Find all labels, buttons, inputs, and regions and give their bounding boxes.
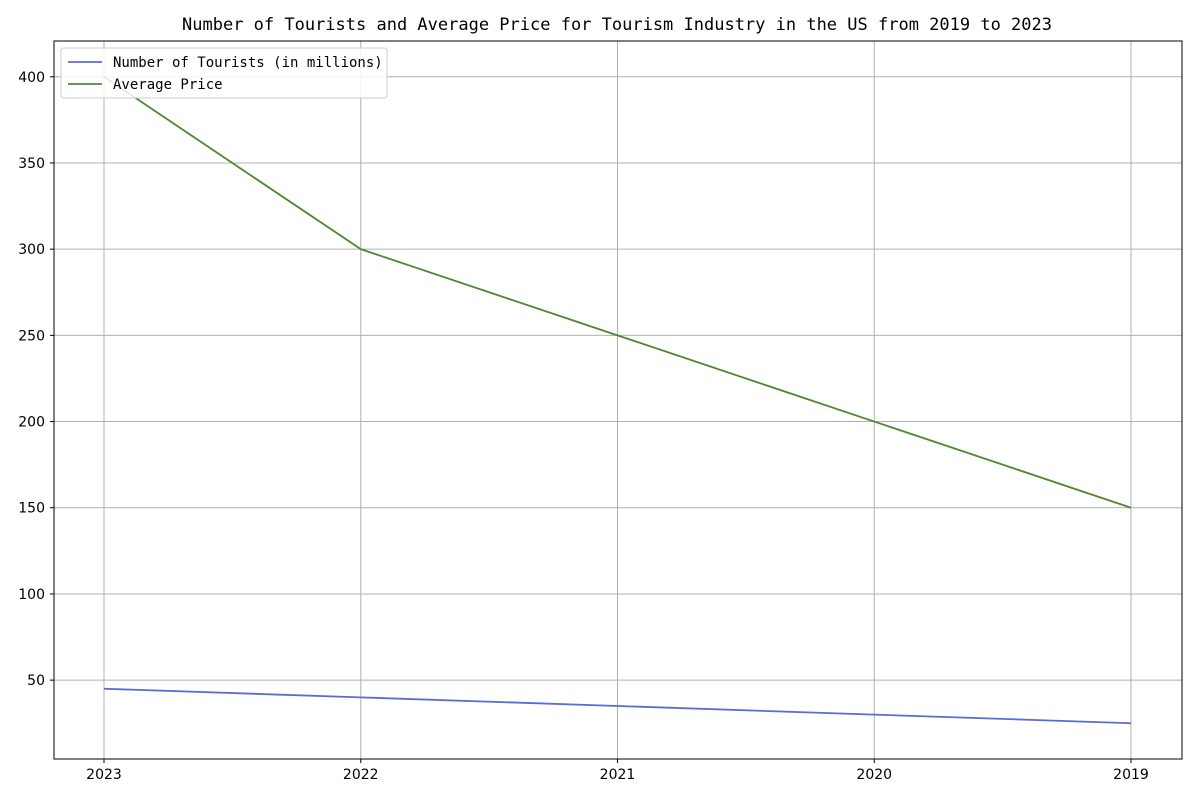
x-tick-label: 2019 [1113,767,1149,783]
legend-label: Average Price [113,77,223,93]
x-tick-label: 2023 [86,767,122,783]
chart-title: Number of Tourists and Average Price for… [182,15,1052,35]
x-tick-label: 2021 [600,767,636,783]
legend-box [60,47,388,99]
y-tick-label: 300 [18,242,45,258]
y-tick-label: 150 [18,501,45,517]
grid [54,41,1182,759]
y-tick-label: 250 [18,328,45,344]
legend-label: Number of Tourists (in millions) [113,55,383,71]
y-tick-label: 200 [18,415,45,431]
y-tick-label: 350 [18,156,45,172]
y-tick-label: 100 [18,587,45,603]
x-axis: 2023 2022 2021 2020 2019 [86,759,1149,783]
y-tick-label: 400 [18,70,45,86]
y-axis: 50 100 150 200 250 300 350 400 [18,70,54,689]
y-tick-label: 50 [27,673,45,689]
x-tick-label: 2020 [856,767,892,783]
x-tick-label: 2022 [343,767,379,783]
legend: Number of Tourists (in millions) Average … [60,47,388,99]
